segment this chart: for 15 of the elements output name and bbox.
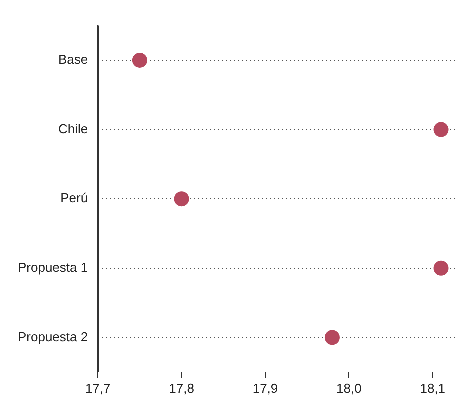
- y-tick-label: Base: [58, 52, 88, 68]
- y-tick-label: Propuesta 1: [18, 260, 88, 275]
- y-tick-label: Perú: [60, 190, 88, 206]
- x-tick-label: 17,7: [85, 380, 111, 396]
- point: [324, 330, 340, 346]
- x-tick-label: 18,1: [420, 380, 446, 396]
- x-tick-label: 17,9: [252, 380, 278, 396]
- point: [132, 52, 148, 68]
- y-tick-label: Chile: [58, 121, 88, 136]
- x-tick-label: 17,8: [169, 380, 194, 396]
- point: [434, 122, 449, 138]
- point: [174, 192, 190, 207]
- y-tick-label: Propuesta 2: [18, 329, 88, 344]
- point: [434, 260, 449, 276]
- x-tick-label: 18,0: [336, 380, 362, 396]
